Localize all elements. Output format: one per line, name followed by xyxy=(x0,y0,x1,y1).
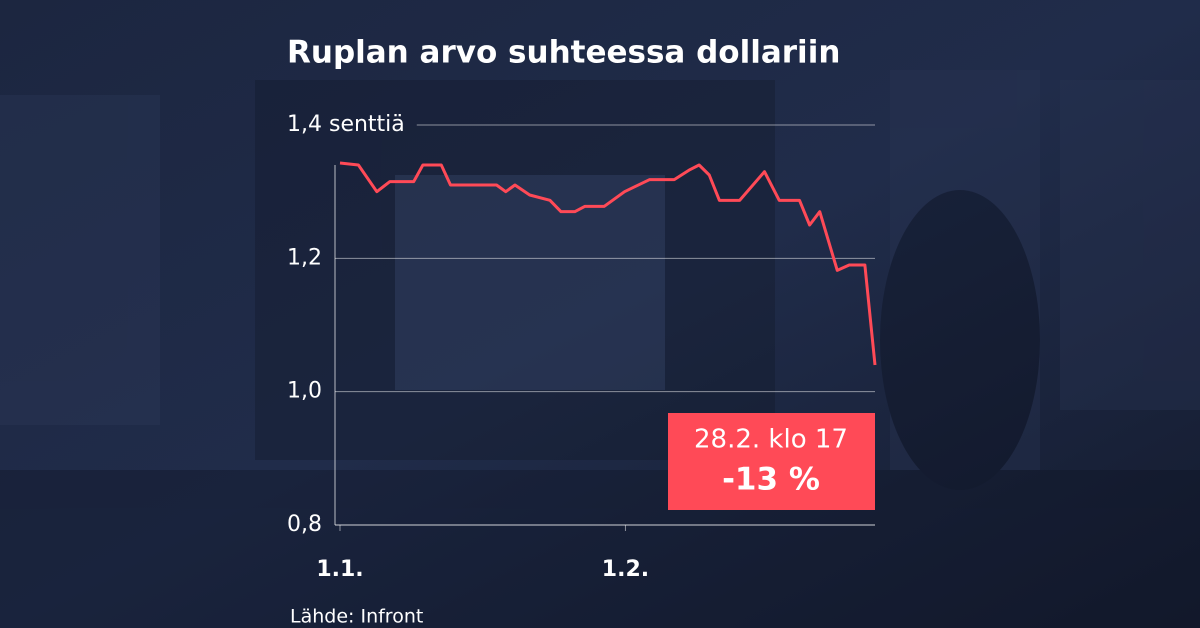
x-tick-label: 1.1. xyxy=(316,557,363,582)
y-tick-label: 0,8 xyxy=(287,512,322,537)
annotation-value: -13 % xyxy=(722,462,820,498)
chart-title: Ruplan arvo suhteessa dollariin xyxy=(287,35,840,71)
annotation-text: 28.2. klo 17 xyxy=(694,425,848,455)
y-tick-label: 1,4 senttiä xyxy=(287,112,405,137)
x-tick-label: 1.2. xyxy=(602,557,649,582)
y-tick-label: 1,0 xyxy=(287,379,322,404)
photo-shapes xyxy=(0,70,1200,628)
annotation-box xyxy=(668,413,875,510)
y-tick-label: 1,2 xyxy=(287,245,322,270)
data-line xyxy=(339,161,877,366)
source: Lähde: Infront xyxy=(290,606,423,628)
